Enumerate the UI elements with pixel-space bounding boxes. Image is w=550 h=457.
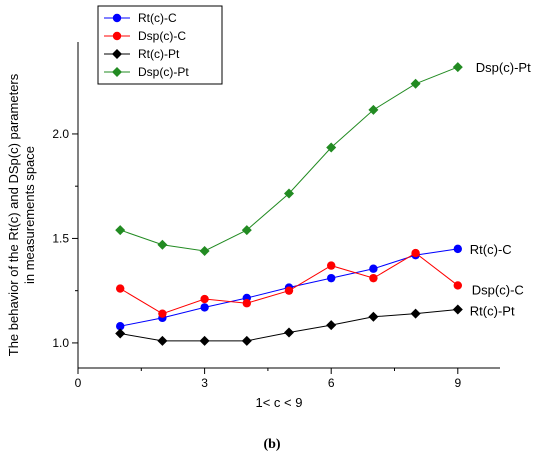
- legend-item: Rt(c)-C: [104, 11, 177, 25]
- data-point: [284, 327, 294, 338]
- series-end-label: Rt(c)-Pt: [470, 303, 515, 318]
- series-end-label: Rt(c)-C: [470, 242, 512, 257]
- y-tick-label: 1.0: [52, 336, 69, 350]
- legend-label: Dsp(c)-C: [138, 29, 186, 43]
- series-rt-c-pt: [115, 304, 463, 346]
- legend-marker: [112, 31, 122, 41]
- axes: [77, 42, 500, 369]
- legend-label: Rt(c)-C: [138, 11, 177, 25]
- data-point: [327, 261, 336, 270]
- data-point: [453, 244, 462, 254]
- y-tick-label: 2.0: [52, 127, 69, 141]
- y-axis-title-line-2: in measurements space: [22, 146, 37, 284]
- data-point: [368, 311, 379, 322]
- x-tick-label: 6: [328, 376, 335, 390]
- data-point: [200, 294, 209, 304]
- x-tick-label: 9: [454, 376, 461, 390]
- y-axis-title-line-1: The behavior of the Rt(c) and DSp(c) par…: [6, 73, 21, 356]
- series-dsp-c-c: [116, 248, 462, 318]
- data-point: [327, 273, 336, 283]
- data-point: [410, 78, 421, 89]
- data-point: [452, 62, 463, 73]
- data-point: [116, 322, 125, 331]
- data-point: [452, 304, 463, 315]
- data-point: [326, 142, 337, 153]
- data-point: [326, 320, 337, 331]
- series-end-label: Dsp(c)-Pt: [476, 60, 531, 75]
- data-point: [453, 281, 462, 290]
- data-point: [411, 248, 420, 258]
- data-point: [241, 225, 252, 236]
- series-layer: [115, 62, 463, 346]
- legend-label: Rt(c)-Pt: [138, 47, 180, 61]
- legend: Rt(c)-C Dsp(c)-C Rt(c)-Pt Dsp(c)-Pt: [97, 5, 223, 85]
- x-axis-title: 1< c < 9: [256, 395, 303, 410]
- x-tick-label: 3: [201, 376, 208, 390]
- data-point: [241, 335, 252, 346]
- figure-caption: (b): [263, 437, 280, 452]
- series-end-label: Dsp(c)-C: [472, 282, 524, 297]
- data-point: [116, 284, 125, 293]
- data-point: [410, 308, 421, 319]
- y-axis-ticks: 1.0 1.5 2.0: [52, 127, 78, 350]
- data-point: [115, 328, 126, 339]
- data-point: [157, 335, 168, 346]
- data-point: [199, 335, 210, 346]
- data-point: [200, 303, 209, 312]
- data-point: [199, 245, 210, 256]
- legend-item: Dsp(c)-C: [104, 29, 186, 43]
- data-point: [158, 309, 167, 318]
- x-tick-label: 0: [75, 376, 82, 390]
- legend-items: Rt(c)-C Dsp(c)-C Rt(c)-Pt Dsp(c)-Pt: [104, 11, 189, 79]
- legend-label: Dsp(c)-Pt: [138, 65, 189, 79]
- data-point: [157, 239, 168, 250]
- data-point: [368, 104, 379, 115]
- data-point: [284, 188, 294, 199]
- series-end-labels: Rt(c)-C Dsp(c)-C Rt(c)-Pt Dsp(c)-Pt: [470, 60, 531, 318]
- data-point: [115, 225, 126, 236]
- data-point: [369, 273, 378, 283]
- data-point: [369, 264, 378, 273]
- legend-marker: [112, 67, 122, 77]
- data-point: [284, 286, 294, 295]
- y-tick-label: 1.5: [52, 231, 69, 245]
- x-axis-ticks: 0 3 6 9: [75, 368, 461, 390]
- legend-marker: [112, 49, 122, 59]
- series-dsp-c-pt: [115, 62, 463, 256]
- legend-item: Dsp(c)-Pt: [104, 65, 189, 79]
- series-line: [120, 66, 458, 252]
- legend-item: Rt(c)-Pt: [104, 47, 180, 61]
- data-point: [242, 299, 251, 308]
- legend-marker: [112, 13, 122, 23]
